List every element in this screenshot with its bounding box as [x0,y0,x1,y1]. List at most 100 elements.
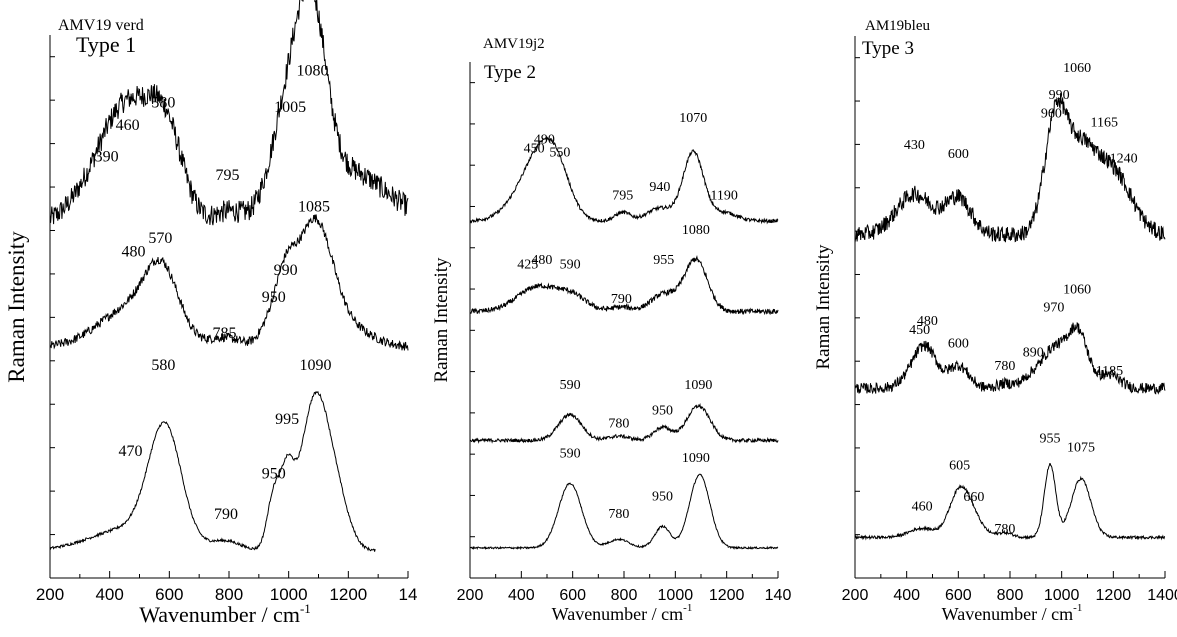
peak-label: 1005 [274,99,306,116]
x-axis-label: Wavenumber / cm-1 [552,602,693,624]
peak-label: 780 [608,507,629,522]
x-tick-label: 200 [842,587,869,604]
x-tick-label: 1200 [1096,587,1132,604]
peak-label: 600 [948,337,969,352]
peak-label: 1085 [298,198,330,215]
x-axis-label: Wavenumber / cm-1 [942,602,1083,624]
spectrum-3 [49,390,376,552]
peak-label: 490 [534,133,555,148]
x-tick-label: 400 [508,587,535,604]
spectrum-2 [49,214,409,351]
peak-label: 1075 [1067,441,1095,456]
x-tick-label: 600 [559,587,586,604]
peak-label: 950 [652,404,673,419]
peak-label: 480 [122,244,146,261]
peak-label: 950 [262,289,286,306]
peak-label: 430 [904,138,925,153]
peak-label: 955 [653,253,674,268]
x-tick-label: 1200 [329,585,367,604]
y-axis-label: Raman Intensity [813,244,834,370]
x-tick-label: 800 [611,587,638,604]
peak-label: 460 [912,499,933,514]
peak-label: 1070 [679,111,707,126]
peak-label: 660 [963,490,984,505]
peak-label: 1190 [710,189,737,204]
sample-name: AMV19 verd [58,17,144,34]
peak-label: 1165 [1091,115,1118,130]
peak-label: 570 [148,230,172,247]
x-tick-label: 1000 [270,585,308,604]
type-label: Type 3 [862,38,914,59]
peak-label: 580 [151,94,175,111]
peak-label: 425 [517,257,538,272]
x-tick-label: 800 [997,587,1024,604]
peak-label: 590 [560,257,581,272]
peak-label: 795 [612,189,633,204]
x-tick-label: 1400 [1147,587,1177,604]
peak-label: 950 [262,465,286,482]
peak-label: 460 [116,117,140,134]
peak-label: 1240 [1110,151,1138,166]
peak-label: 390 [95,149,119,166]
x-tick-label: 14 [399,585,418,604]
panel-1: 200 400 600 800 1000 1200 14 Raman Intensity Wav… [4,0,417,627]
peak-label: 1090 [682,451,710,466]
peak-label: 600 [948,147,969,162]
x-axis-label: Wavenumber / cm-1 [139,601,311,627]
peak-label: 955 [1040,432,1061,447]
peak-label: 890 [1023,346,1044,361]
x-tick-label: 600 [945,587,972,604]
spectrum-1 [854,93,1166,243]
peak-label: 1090 [684,378,712,393]
peak-label: 950 [652,490,673,505]
x-tick-label: 140 [765,587,792,604]
peak-label: 590 [560,378,581,393]
peak-label: 995 [275,411,299,428]
sample-name: AMV19j2 [483,36,545,52]
x-tick-label: 400 [893,587,920,604]
peak-label: 780 [994,359,1015,374]
peak-label: 450 [909,323,930,338]
peak-label: 795 [216,167,240,184]
peak-label: 990 [274,262,298,279]
y-axis-label: Raman Intensity [431,257,452,383]
spectrum-1 [49,0,409,226]
peak-label: 780 [994,522,1015,537]
x-tick-label: 800 [215,585,243,604]
peak-label: 785 [213,325,237,342]
type-label: Type 2 [484,62,536,83]
peak-label: 1185 [1096,364,1123,379]
sample-name: AM19bleu [865,18,930,34]
peak-label: 990 [1049,88,1070,103]
peak-label: 1080 [682,223,710,238]
x-tick-label: 1000 [1044,587,1080,604]
x-tick-label: 200 [36,585,64,604]
x-tick-label: 1000 [658,587,694,604]
peak-label: 480 [531,253,552,268]
spectrum-3 [854,463,1166,541]
peak-label: 590 [560,447,581,462]
peak-label: 450 [524,141,545,156]
peak-label: 960 [1041,106,1062,121]
peak-label: 470 [119,443,143,460]
peak-label: 550 [549,146,570,161]
y-axis-label: Raman Intensity [4,231,29,383]
x-tick-label: 200 [457,587,484,604]
panel-3: 200 400 600 800 1000 1200 1400 Raman Intensity W… [813,18,1177,624]
spectrum-3 [470,402,779,444]
peak-label: 1060 [1063,282,1091,297]
spectrum-1 [469,136,779,225]
spectrum-4 [469,473,779,551]
peak-label: 480 [917,314,938,329]
peak-label: 790 [214,506,238,523]
x-tick-label: 1200 [709,587,745,604]
peak-label: 1080 [297,63,329,80]
spectrum-2 [855,321,1166,395]
x-tick-label: 600 [155,585,183,604]
spectrum-2 [469,255,779,316]
panel-2: 200 400 600 800 1000 1200 140 Raman Intensity Wa… [431,36,791,624]
peak-label: 970 [1043,301,1064,316]
peak-label: 940 [649,180,670,195]
type-label: Type 1 [76,32,136,57]
